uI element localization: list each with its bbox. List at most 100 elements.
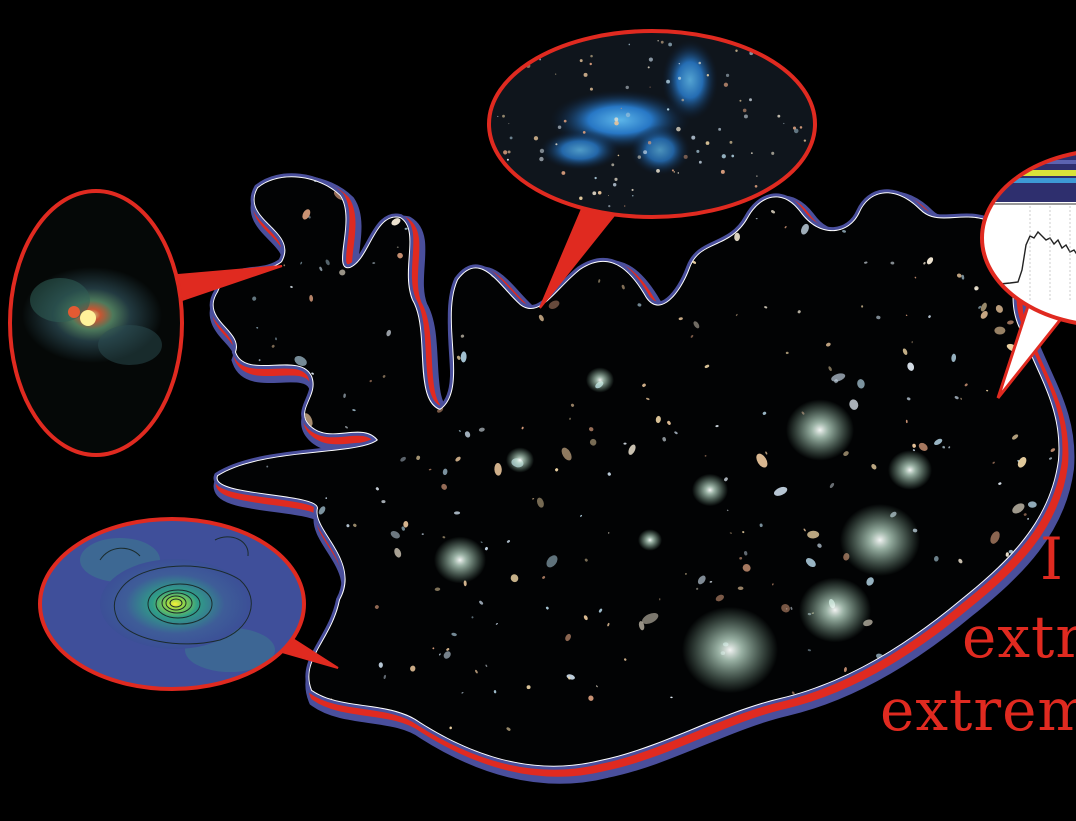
field-galaxy xyxy=(659,598,661,601)
thumbnail-star xyxy=(608,204,611,208)
field-galaxy xyxy=(798,736,805,740)
field-galaxy xyxy=(726,509,729,512)
field-galaxy xyxy=(493,199,497,202)
field-galaxy xyxy=(506,540,510,543)
field-galaxy xyxy=(914,752,920,758)
field-galaxy xyxy=(290,285,293,288)
field-galaxy xyxy=(662,437,666,442)
field-galaxy xyxy=(994,326,1006,335)
thumbnail-star xyxy=(614,177,618,181)
thumbnail-star xyxy=(590,54,593,58)
field-galaxy xyxy=(812,738,815,741)
field-galaxy xyxy=(948,446,951,449)
field-galaxy xyxy=(964,383,968,387)
field-galaxy xyxy=(739,556,743,560)
field-galaxy xyxy=(756,453,768,468)
field-galaxy xyxy=(704,455,707,457)
field-galaxy xyxy=(785,351,789,355)
field-galaxy xyxy=(420,216,427,224)
field-galaxy xyxy=(905,314,908,316)
thumbnail-star xyxy=(529,40,534,45)
field-galaxy xyxy=(479,600,484,605)
field-galaxy xyxy=(526,685,531,690)
field-galaxy xyxy=(829,482,835,489)
field-galaxy xyxy=(494,217,497,219)
field-galaxy xyxy=(543,208,546,212)
field-galaxy xyxy=(724,477,728,482)
field-galaxy xyxy=(1067,595,1072,602)
field-galaxy xyxy=(231,422,239,428)
field-galaxy xyxy=(1027,501,1037,508)
field-galaxy xyxy=(771,210,776,214)
thumbnail-star xyxy=(624,205,626,207)
field-galaxy xyxy=(961,274,965,280)
thumbnail-star xyxy=(589,62,592,66)
field-galaxy xyxy=(432,647,435,650)
thumbnail-star xyxy=(649,86,651,88)
thumbnail-star xyxy=(750,152,753,154)
thumbnail-star xyxy=(583,72,588,77)
thumbnail-star xyxy=(673,171,676,173)
field-galaxy xyxy=(1023,513,1027,516)
field-galaxy xyxy=(570,403,575,407)
field-galaxy xyxy=(1058,372,1065,379)
thumbnail-star xyxy=(777,114,781,118)
field-galaxy xyxy=(735,313,738,317)
field-galaxy xyxy=(339,269,346,276)
field-galaxy xyxy=(231,382,235,387)
field-galaxy xyxy=(410,665,416,672)
field-galaxy xyxy=(283,679,285,682)
thumbnail-star xyxy=(625,112,631,118)
field-galaxy xyxy=(352,409,356,412)
bright-galaxy xyxy=(692,473,728,507)
thumbnail-star xyxy=(533,136,539,141)
field-galaxy xyxy=(248,518,252,523)
field-galaxy xyxy=(325,259,330,266)
field-galaxy xyxy=(905,419,908,424)
field-galaxy xyxy=(546,555,558,568)
field-galaxy xyxy=(734,232,740,242)
field-galaxy xyxy=(981,776,984,780)
bright-galaxy xyxy=(682,606,778,694)
thumbnail-star xyxy=(524,31,529,36)
thumbnail-star xyxy=(592,191,597,196)
thumbnail-star xyxy=(676,126,681,132)
field-galaxy xyxy=(642,613,659,624)
field-galaxy xyxy=(790,606,793,610)
field-galaxy xyxy=(249,223,252,226)
thumbnail-star xyxy=(810,177,814,181)
field-galaxy xyxy=(252,296,257,301)
thumbnail-star xyxy=(555,143,558,146)
field-galaxy xyxy=(580,514,583,517)
field-galaxy xyxy=(234,419,238,425)
field-galaxy xyxy=(1005,552,1009,557)
field-galaxy xyxy=(519,260,522,264)
field-galaxy xyxy=(1050,448,1056,452)
field-galaxy xyxy=(471,616,474,619)
field-galaxy xyxy=(369,379,372,383)
field-galaxy xyxy=(729,532,733,534)
field-galaxy xyxy=(542,576,546,579)
field-galaxy xyxy=(938,180,941,183)
bright-galaxy xyxy=(840,504,920,576)
bright-galaxy xyxy=(434,536,486,584)
field-galaxy xyxy=(403,520,409,528)
field-galaxy xyxy=(400,456,406,462)
thumbnail-star xyxy=(495,163,500,168)
field-galaxy xyxy=(1056,356,1059,359)
field-galaxy xyxy=(670,696,673,699)
field-galaxy xyxy=(986,389,989,392)
field-galaxy xyxy=(934,438,943,446)
field-galaxy xyxy=(628,444,636,455)
thumbnail-star xyxy=(749,98,752,102)
field-galaxy xyxy=(907,362,915,371)
field-galaxy xyxy=(372,262,376,264)
thumbnail-star xyxy=(539,58,542,61)
thumbnail-star xyxy=(735,49,738,52)
field-galaxy xyxy=(797,310,801,314)
field-galaxy xyxy=(803,528,806,532)
thumbnail-star xyxy=(798,67,802,71)
field-galaxy xyxy=(538,314,544,322)
field-galaxy xyxy=(804,735,808,740)
